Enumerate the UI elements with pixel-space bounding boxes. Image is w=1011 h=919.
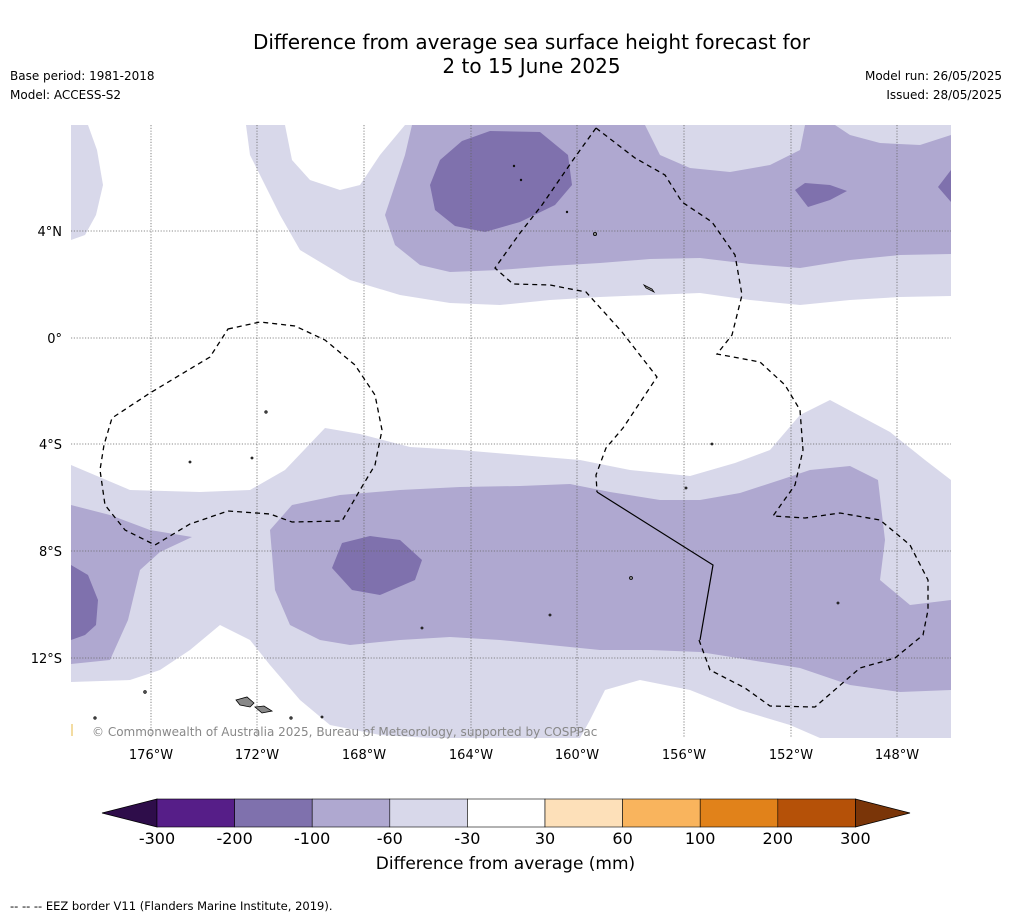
colorbar-block: [777, 798, 856, 828]
lon-label: 148°W: [875, 748, 919, 763]
colorbar-block: [389, 798, 468, 828]
eez-footnote: -- -- -- EEZ border V11 (Flanders Marine…: [10, 899, 333, 913]
colorbar-blocks: [101, 798, 911, 828]
eez-border-tokelau: [494, 127, 658, 493]
meta-right: Model run: 26/05/2025 Issued: 28/05/2025: [865, 67, 1002, 105]
lat-label: 8°S: [39, 545, 62, 560]
lat-label: 12°S: [31, 652, 62, 667]
island-savaii: [235, 696, 255, 708]
lat-labels: 4°N 0° 4°S 8°S 12°S: [31, 225, 62, 667]
lon-labels: 176°W 172°W 168°W 164°W 160°W 156°W 152°…: [129, 748, 919, 763]
colorbar-tick-label: 100: [685, 829, 716, 848]
eez-borders: [99, 127, 929, 708]
contour-north-dark: [430, 131, 572, 232]
title-line-2: 2 to 15 June 2025: [442, 54, 621, 78]
island-dot: [93, 716, 97, 720]
model-text: Model: ACCESS-S2: [10, 88, 122, 102]
island-dot: [289, 716, 293, 720]
eez-border-american-samoa-cook: [596, 491, 714, 641]
map-title: Difference from average sea surface heig…: [0, 30, 1011, 78]
lon-label: 160°W: [555, 748, 599, 763]
title-line-1: Difference from average sea surface heig…: [252, 30, 811, 54]
contour-west-edge: [71, 125, 103, 240]
island-dot: [710, 442, 714, 446]
colorbar-tick-label: -30: [454, 829, 480, 848]
island-dot: [264, 410, 268, 414]
lon-label: 156°W: [662, 748, 706, 763]
contour-north-light-bay: [285, 125, 405, 190]
colorbar-tick-label: -100: [294, 829, 330, 848]
colorbar-tick-label: -60: [377, 829, 403, 848]
island-dot: [684, 486, 688, 490]
island-dot: [188, 460, 192, 464]
islands: [93, 164, 840, 720]
island-atoll: [642, 283, 656, 294]
lat-label: 0°: [47, 332, 62, 347]
contour-south-mid: [270, 466, 951, 692]
colorbar-tick-label: -300: [139, 829, 175, 848]
island-dot: [250, 456, 254, 460]
colorbar-block: [544, 798, 623, 828]
colorbar-tick-label: 30: [535, 829, 555, 848]
base-period-text: Base period: 1981-2018: [10, 69, 155, 83]
colorbar-remnant: [71, 724, 73, 736]
colorbar-tick-label: 300: [840, 829, 871, 848]
contour-north-mid-bay-2: [835, 125, 951, 145]
island-dot: [420, 626, 424, 630]
lon-label: 164°W: [449, 748, 493, 763]
copyright-text: © Commonwealth of Australia 2025, Bureau…: [92, 725, 597, 739]
colorbar-label: Difference from average (mm): [375, 854, 636, 874]
contour-south-mid-west: [71, 505, 192, 664]
colorbar-block: [622, 798, 701, 828]
contour-north-mid-bay: [645, 125, 805, 172]
contour-south-light-bay: [580, 680, 820, 738]
colorbar-over-arrow: [855, 798, 911, 828]
lon-label: 172°W: [235, 748, 279, 763]
contour-north-dark-3: [938, 170, 951, 202]
colorbar-block: [311, 798, 391, 828]
lat-label: 4°S: [39, 438, 62, 453]
island-dot: [320, 715, 324, 719]
island-upolu: [254, 705, 274, 714]
gridlines: [71, 125, 951, 738]
colorbar-block: [699, 798, 779, 828]
meta-left: Base period: 1981-2018 Model: ACCESS-S2: [10, 67, 155, 105]
eez-border-wallis-samoa: [99, 321, 383, 546]
colorbar-tick-label: 60: [612, 829, 632, 848]
contour-south-mid-east: [925, 545, 951, 600]
lon-label: 168°W: [342, 748, 386, 763]
contour-north-dark-2: [795, 183, 847, 207]
colorbar-block: [156, 798, 235, 828]
island-dot: [565, 210, 569, 214]
sea-height-map: © Commonwealth of Australia 2025, Bureau…: [31, 125, 951, 763]
island-dot: [629, 576, 633, 580]
contour-south-dark-west: [71, 565, 98, 640]
colorbar: -300 -200 -100 -60 -30 30 60 100 200 300: [101, 798, 911, 848]
contour-fills: [71, 125, 951, 738]
island-dot: [519, 178, 523, 182]
island-dot: [593, 231, 598, 236]
island-dot: [836, 601, 840, 605]
colorbar-tick-label: -200: [216, 829, 252, 848]
island-dot: [548, 613, 552, 617]
colorbar-tick-label: 200: [763, 829, 794, 848]
model-run-text: Model run: 26/05/2025: [864, 69, 1002, 83]
lat-label: 4°N: [38, 225, 63, 240]
colorbar-block: [234, 798, 313, 828]
island-dot: [143, 690, 147, 694]
issued-text: Issued: 28/05/2025: [886, 88, 1002, 102]
colorbar-under-arrow: [101, 798, 158, 828]
lon-label: 152°W: [769, 748, 813, 763]
eez-borders-solid: [596, 491, 714, 641]
colorbar-block: [467, 798, 546, 828]
lon-label: 176°W: [129, 748, 173, 763]
colorbar-tick-labels: -300 -200 -100 -60 -30 30 60 100 200 300: [139, 829, 871, 848]
island-dot: [512, 164, 516, 168]
